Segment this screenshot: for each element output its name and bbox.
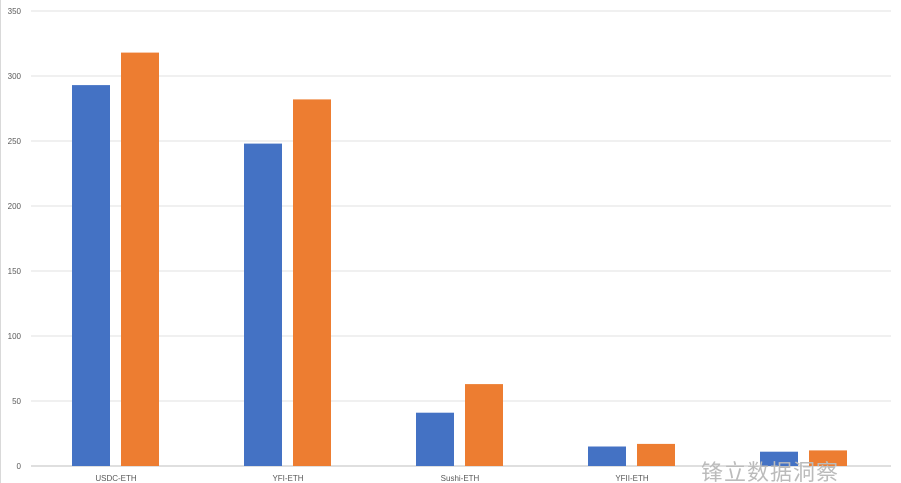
bar-series2-Sushi-ETH bbox=[465, 384, 503, 466]
y-tick-label: 0 bbox=[17, 462, 22, 471]
x-tick-label: Sushi-ETH bbox=[441, 474, 480, 483]
bar-series1-YFI-ETH bbox=[244, 143, 282, 466]
bar-series1-cat5 bbox=[760, 451, 798, 466]
x-tick-label: YFII-ETH bbox=[615, 474, 649, 483]
bar-series1-USDC-ETH bbox=[72, 85, 110, 466]
watermark: 锋立数据洞察 bbox=[701, 461, 840, 483]
y-tick-label: 350 bbox=[8, 7, 22, 16]
y-tick-label: 200 bbox=[8, 202, 22, 211]
y-tick-label: 100 bbox=[8, 332, 22, 341]
y-tick-label: 50 bbox=[12, 397, 21, 406]
y-tick-label: 300 bbox=[8, 72, 22, 81]
y-tick-label: 250 bbox=[8, 137, 22, 146]
bar-series2-USDC-ETH bbox=[121, 52, 159, 466]
bar-series1-Sushi-ETH bbox=[416, 412, 454, 466]
bar-series2-YFI-ETH bbox=[293, 99, 331, 467]
bar-series2-YFII-ETH bbox=[637, 443, 675, 466]
x-tick-label: YFI-ETH bbox=[272, 474, 303, 483]
bar-series1-YFII-ETH bbox=[588, 446, 626, 466]
bar-series2-cat5 bbox=[809, 450, 847, 466]
y-tick-label: 150 bbox=[8, 267, 22, 276]
x-tick-label: USDC-ETH bbox=[95, 474, 137, 483]
